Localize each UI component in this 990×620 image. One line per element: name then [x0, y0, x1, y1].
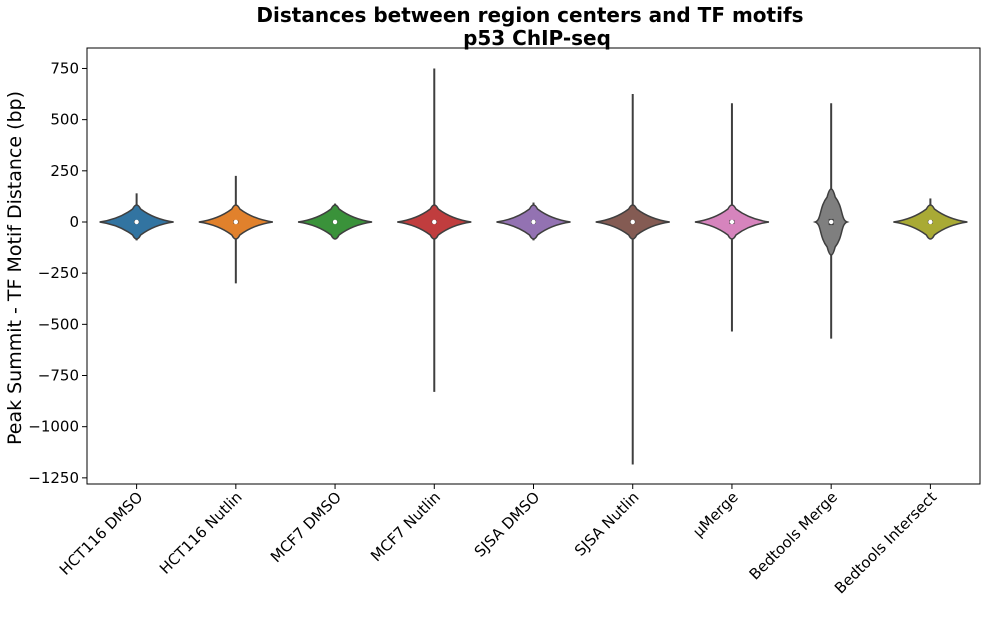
x-tick-label: MCF7 Nutlin [367, 488, 444, 565]
x-tick-label: μMerge [689, 488, 742, 541]
x-tick-label: Bedtools Merge [746, 488, 841, 583]
violin-median [531, 219, 536, 225]
plot-frame [86, 47, 981, 485]
x-tick-label: MCF7 DMSO [267, 488, 345, 566]
chart-subtitle: p53 ChIP-seq [463, 26, 611, 50]
y-tick-label: 500 [50, 111, 79, 129]
violin-median [630, 219, 635, 225]
y-tick-label: −750 [38, 367, 79, 385]
violin-median [729, 219, 735, 225]
x-tick-label: SJSA Nutlin [571, 488, 643, 560]
violin-median [134, 219, 139, 225]
y-tick-label: −500 [38, 315, 79, 333]
violin-median [828, 219, 834, 225]
y-tick-label: 750 [50, 59, 79, 77]
violin-median [432, 219, 437, 225]
x-tick-label: SJSA DMSO [471, 488, 544, 561]
y-tick-label: −1000 [28, 418, 79, 436]
x-tick-label: Bedtools Intersect [831, 488, 940, 597]
violin-median [928, 219, 933, 225]
y-axis-label: Peak Summit - TF Motif Distance (bp) [4, 91, 26, 445]
violin-median [332, 219, 338, 225]
y-tick-label: 0 [69, 213, 79, 231]
chart-title: Distances between region centers and TF … [256, 3, 803, 27]
violin-median [233, 219, 239, 225]
y-tick-label: 250 [50, 162, 79, 180]
y-tick-label: −1250 [28, 469, 79, 487]
x-tick-label: HCT116 Nutlin [156, 488, 246, 578]
x-tick-label: HCT116 DMSO [56, 488, 147, 579]
y-tick-label: −250 [38, 264, 79, 282]
